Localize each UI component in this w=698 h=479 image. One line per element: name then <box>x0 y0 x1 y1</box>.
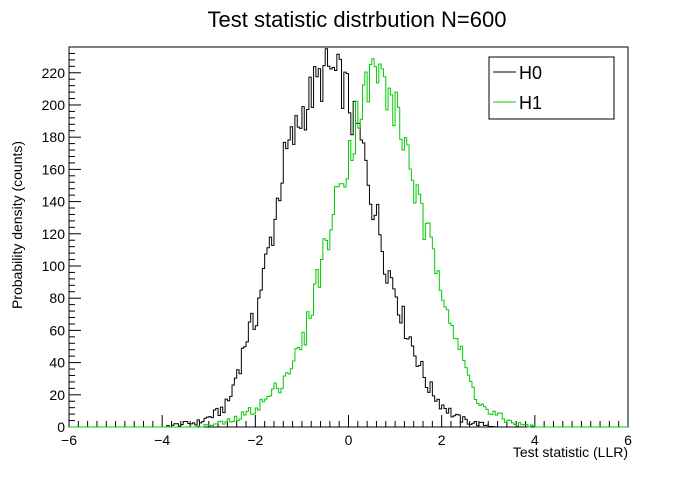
y-tick-label: 200 <box>42 97 66 113</box>
y-tick-label: 60 <box>49 322 65 338</box>
x-axis: −6 −4 −2 0 2 4 6 <box>61 415 632 448</box>
y-tick-label: 20 <box>49 387 65 403</box>
x-tick-label: −4 <box>154 432 170 448</box>
y-axis-title: Probability density (counts) <box>9 141 25 309</box>
legend: H0 H1 <box>488 56 615 120</box>
y-tick-label: 220 <box>42 65 66 81</box>
y-tick-label: 40 <box>49 355 65 371</box>
y-tick-label: 0 <box>57 419 65 435</box>
x-tick-label: 6 <box>624 432 632 448</box>
series-h1-histogram <box>69 58 628 428</box>
y-tick-label: 100 <box>42 258 66 274</box>
y-tick-label: 140 <box>42 194 66 210</box>
x-axis-title: Test statistic (LLR) <box>513 444 628 460</box>
x-tick-label: 0 <box>345 432 353 448</box>
series-layer <box>69 48 628 428</box>
y-tick-label: 80 <box>49 290 65 306</box>
x-tick-label: −2 <box>247 432 263 448</box>
x-tick-label: −6 <box>61 432 77 448</box>
y-tick-label: 120 <box>42 226 66 242</box>
legend-label-h1: H1 <box>519 93 542 113</box>
x-tick-label: 4 <box>531 432 539 448</box>
x-tick-label: 2 <box>438 432 446 448</box>
legend-label-h0: H0 <box>519 63 542 83</box>
chart-title: Test statistic distrbution N=600 <box>208 7 507 32</box>
y-tick-label: 160 <box>42 161 66 177</box>
series-h0-histogram <box>69 48 628 428</box>
y-tick-label: 180 <box>42 129 66 145</box>
y-axis: 0 20 40 60 80 100 120 140 160 180 200 220 <box>42 46 81 435</box>
legend-box <box>488 56 615 120</box>
